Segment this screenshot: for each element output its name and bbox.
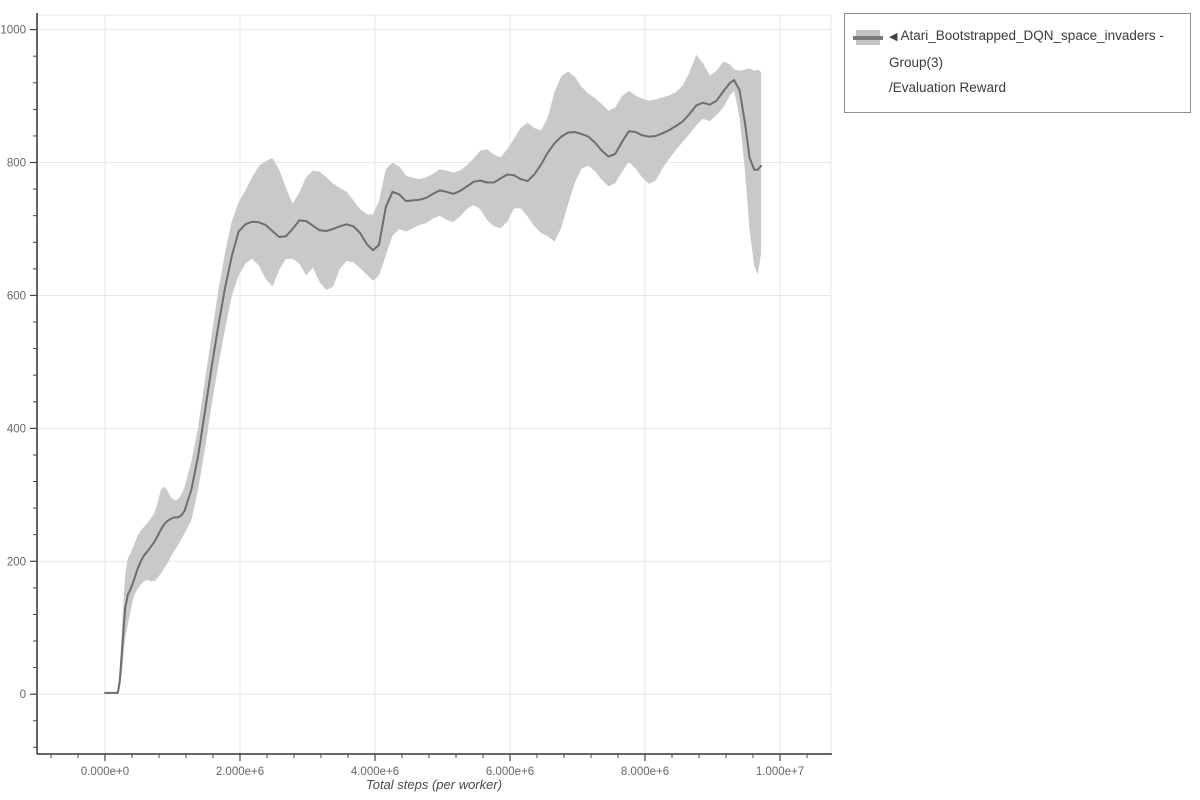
x-tick-label: 1.000e+7 (756, 766, 804, 778)
x-tick-label: 0.000e+0 (81, 766, 129, 778)
y-tick-label: 600 (7, 290, 26, 302)
legend-band-swatch-icon (853, 29, 883, 47)
x-tick-label: 4.000e+6 (351, 766, 399, 778)
confidence-band (105, 54, 762, 693)
x-tick-label: 6.000e+6 (486, 766, 534, 778)
y-tick-label: 800 (7, 158, 26, 170)
legend-label: ◀ Atari_Bootstrapped_DQN_space_invaders -… (889, 23, 1180, 100)
y-tick-label: 400 (7, 423, 26, 435)
y-tick-label: 0 (20, 689, 26, 701)
legend-metric-name: /Evaluation Reward (889, 80, 1007, 95)
mean-reward-line (104, 79, 763, 694)
y-tick-label: 1000 (0, 25, 26, 37)
x-tick-label: 8.000e+6 (621, 766, 669, 778)
y-tick-label: 200 (7, 556, 26, 568)
legend-series-name: Atari_Bootstrapped_DQN_space_invaders - … (889, 28, 1164, 70)
legend: ◀ Atari_Bootstrapped_DQN_space_invaders -… (844, 13, 1191, 113)
x-axis-title: Total steps (per worker) (365, 777, 503, 792)
legend-collapse-triangle-icon: ◀ (889, 31, 898, 43)
legend-item-evaluation-reward[interactable]: ◀ Atari_Bootstrapped_DQN_space_invaders -… (853, 23, 1180, 100)
x-tick-label: 2.000e+6 (216, 766, 264, 778)
